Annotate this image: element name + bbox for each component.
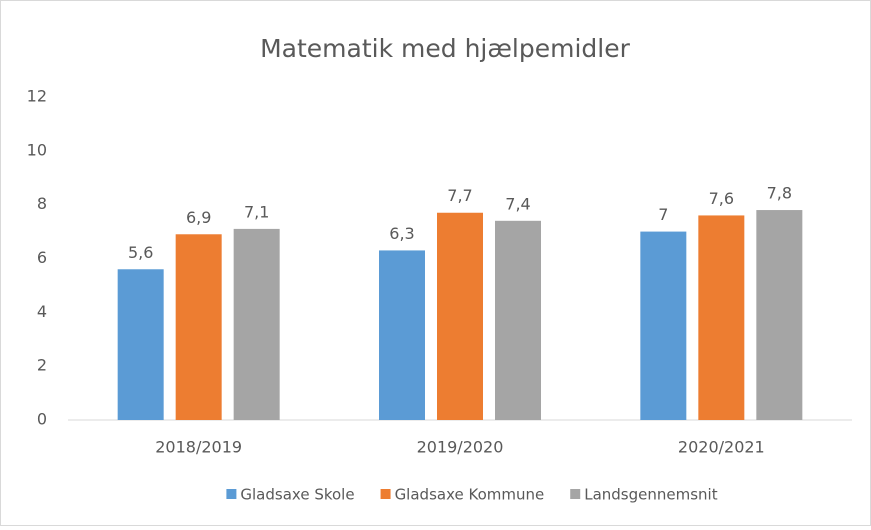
bar <box>756 210 803 420</box>
legend-swatch <box>570 489 581 499</box>
y-tick-label: 8 <box>37 194 47 213</box>
bar <box>495 220 541 420</box>
legend-swatch <box>380 489 391 499</box>
value-label: 7,8 <box>767 184 792 203</box>
x-tick-label: 2019/2020 <box>417 438 504 457</box>
bar <box>175 234 222 420</box>
bar <box>379 250 425 420</box>
bar <box>233 228 280 420</box>
value-label: 7 <box>658 205 668 224</box>
legend-swatch <box>226 489 237 499</box>
x-tick-label: 2018/2019 <box>155 438 242 457</box>
value-label: 7,7 <box>447 186 472 205</box>
y-tick-label: 6 <box>37 248 47 267</box>
legend-label: Gladsaxe Kommune <box>395 486 545 504</box>
value-label: 6,3 <box>389 224 414 243</box>
legend-label: Landsgennemsnit <box>584 486 717 504</box>
y-tick-label: 0 <box>37 410 47 429</box>
y-tick-label: 2 <box>37 356 47 375</box>
bar <box>117 269 164 420</box>
y-tick-label: 12 <box>27 87 47 106</box>
value-label: 5,6 <box>128 243 153 262</box>
chart-title: Matematik med hjælpemidler <box>260 34 630 63</box>
value-label: 7,6 <box>709 189 734 208</box>
bar <box>698 215 745 420</box>
value-label: 7,1 <box>244 202 269 221</box>
bar <box>640 231 687 420</box>
bar <box>437 212 483 420</box>
value-label: 6,9 <box>186 208 211 227</box>
value-label: 7,4 <box>505 194 530 213</box>
y-tick-label: 10 <box>27 140 47 159</box>
y-tick-label: 4 <box>37 302 47 321</box>
x-tick-label: 2020/2021 <box>678 438 765 457</box>
legend-label: Gladsaxe Skole <box>240 486 354 504</box>
